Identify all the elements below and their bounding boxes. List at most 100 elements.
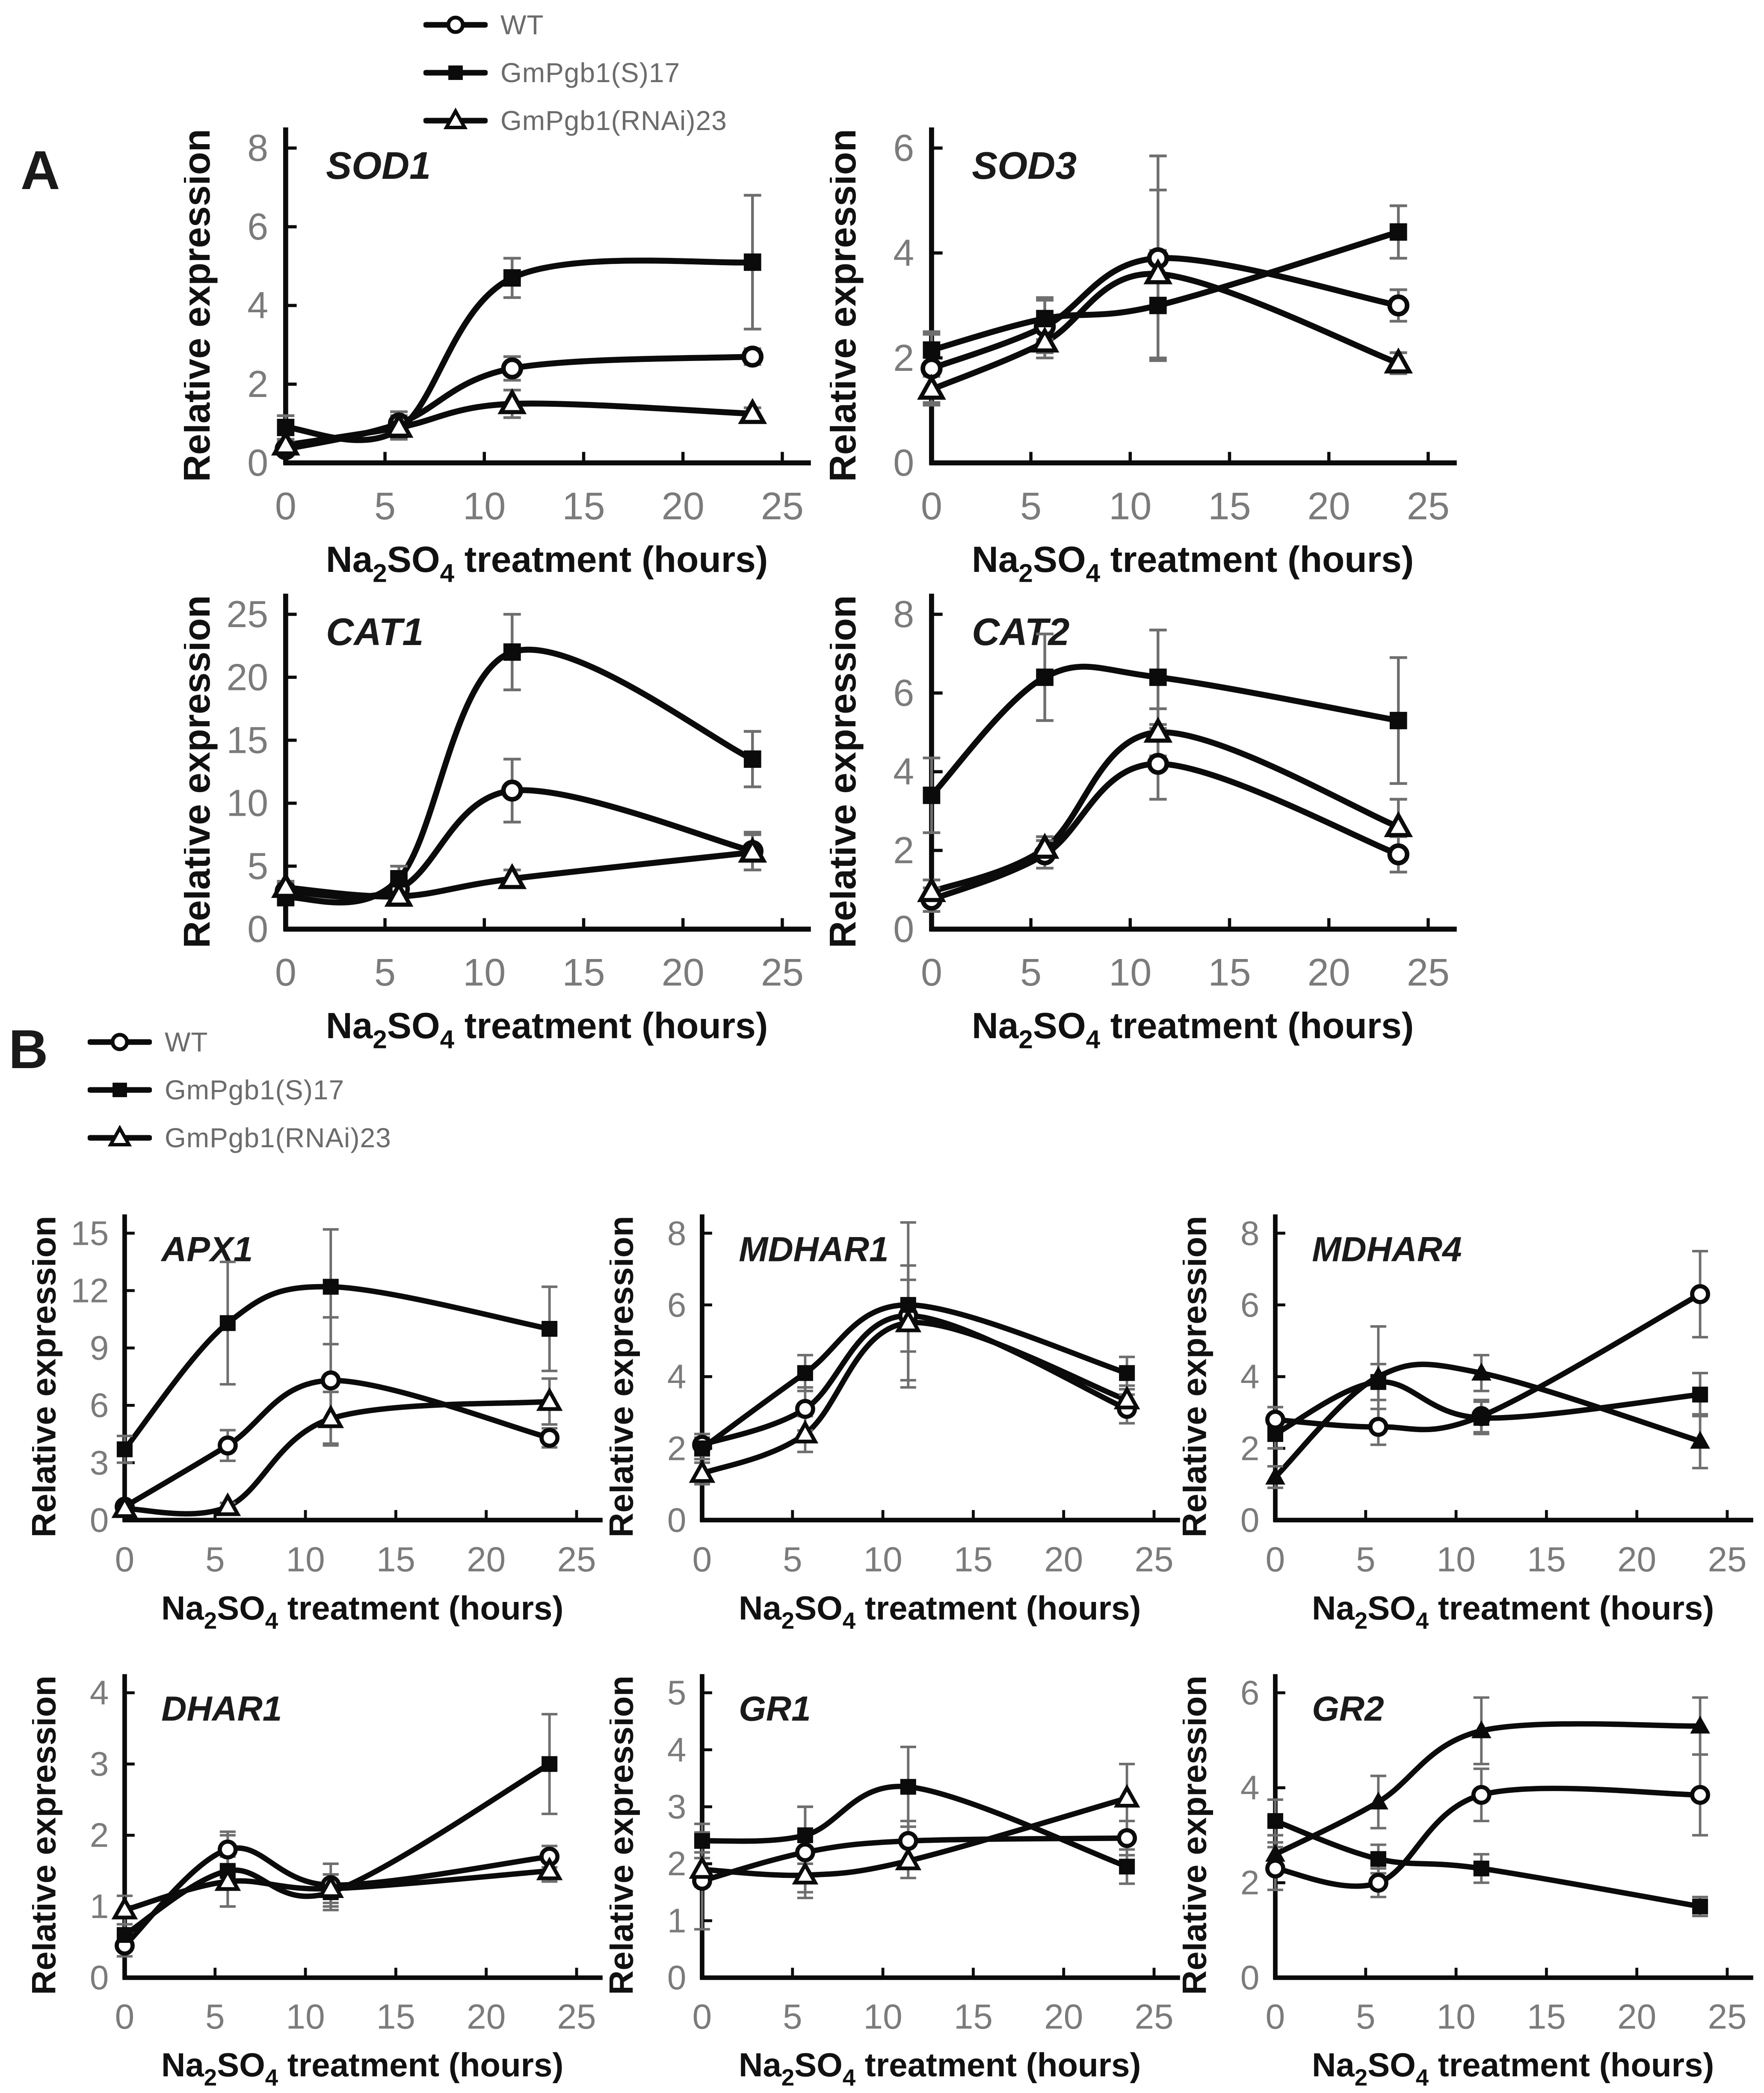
x-axis-label: Na2SO4 treatment (hours) (161, 2047, 563, 2090)
series-line-wt (699, 1835, 1130, 1884)
legend-item-gmpgb1-rnai-23: GmPgb1(RNAi)23 (88, 1122, 391, 1153)
series-line-gmpgb1-rnai-23 (122, 1868, 552, 1913)
circle-open-marker-icon (320, 1370, 341, 1391)
square-filled-legend-icon (423, 65, 488, 80)
square-filled-marker-icon (923, 341, 941, 359)
chart-title: CAT2 (972, 611, 1069, 654)
series-markers-wt (920, 752, 1409, 911)
chart-mdhar1: 0 2 4 6 8 0 5 10 15 20 25 MDHAR1 Relative expression… (610, 1198, 1193, 1636)
triangle-open-marker-icon (689, 1459, 716, 1483)
series-line-gmpgb1-s-17 (1273, 1818, 1703, 1909)
series-markers-gmpgb1-rnai-23 (1265, 1362, 1711, 1485)
legend-item-gmpgb1-rnai-23: GmPgb1(RNAi)23 (423, 105, 727, 136)
y-axis-label: Relative expression (830, 129, 864, 482)
triangle-filled-marker-icon (1690, 1430, 1711, 1449)
series-markers-gmpgb1-rnai-23 (1265, 1715, 1711, 1862)
legend-label: GmPgb1(S)17 (165, 1075, 345, 1105)
series-markers-gmpgb1-rnai-23 (689, 1784, 1140, 1885)
circle-open-marker-icon (1265, 1858, 1285, 1879)
series-line-wt (1273, 1785, 1703, 1889)
y-tick-label: 12 (71, 1271, 109, 1309)
legend-item-wt: WT (423, 9, 727, 40)
square-filled-marker-icon (1036, 668, 1054, 686)
y-tick-label: 4 (893, 750, 914, 793)
series-line-wt (1273, 1291, 1703, 1433)
chart-title: SOD1 (326, 145, 431, 187)
y-tick-label: 3 (90, 1444, 109, 1482)
axes: 0 2 4 6 8 0 5 10 15 20 25 (667, 1214, 1180, 1579)
chart-cat1: 0 5 10 15 20 25 0 5 10 15 20 25 CAT1 Relative express… (184, 575, 826, 1057)
series-line-gmpgb1-rnai-23 (928, 729, 1402, 895)
triangle-open-marker-icon (497, 863, 527, 889)
x-tick-label: 20 (467, 1998, 506, 2037)
chart-title: CAT1 (326, 611, 423, 654)
x-tick-label: 25 (1134, 1540, 1173, 1579)
y-tick-label: 20 (226, 656, 268, 698)
series-markers-gmpgb1-rnai-23 (111, 1387, 563, 1518)
y-tick-label: 2 (667, 1429, 686, 1467)
y-tick-label: 8 (667, 1214, 686, 1252)
square-filled-marker-icon (743, 253, 761, 271)
series-line-gmpgb1-s-17 (282, 258, 756, 443)
x-tick-label: 5 (374, 485, 396, 528)
x-axis-label: Na2SO4 treatment (hours) (326, 1005, 768, 1054)
x-tick-label: 0 (693, 1540, 712, 1579)
series-markers-gmpgb1-rnai-23 (271, 388, 767, 456)
y-tick-label: 6 (893, 127, 914, 169)
series-line-gmpgb1-s-17 (699, 1302, 1130, 1451)
y-tick-label: 0 (893, 441, 914, 484)
x-tick-label: 15 (1527, 1540, 1566, 1579)
y-tick-label: 8 (893, 593, 914, 635)
circle-open-marker-icon (501, 779, 524, 802)
y-axis-label: Relative expression (610, 1216, 640, 1537)
chart-gr1: 0 1 2 3 4 5 0 5 10 15 20 25 GR1 Relative expression Na… (610, 1658, 1193, 2093)
y-tick-label: 0 (667, 1501, 686, 1539)
y-tick-label: 0 (90, 1959, 109, 1997)
panel-a-label: A (21, 140, 60, 201)
y-tick-label: 2 (1240, 1864, 1259, 1902)
square-filled-marker-icon (503, 643, 521, 661)
error-bars-gmpgb1-s-17 (116, 1713, 558, 1947)
y-tick-label: 3 (667, 1788, 686, 1826)
y-tick-label: 6 (893, 672, 914, 714)
x-tick-label: 15 (954, 1998, 993, 2037)
error-bars-gmpgb1-s-17 (923, 204, 1407, 367)
triangle-filled-marker-icon (1368, 1366, 1388, 1384)
x-tick-label: 25 (1134, 1998, 1173, 2037)
axes: 0 3 6 9 12 15 0 5 10 15 20 25 (71, 1214, 603, 1579)
y-tick-label: 5 (247, 845, 268, 887)
x-axis-label: Na2SO4 treatment (hours) (739, 2047, 1141, 2090)
square-filled-marker-icon (542, 1756, 558, 1772)
x-tick-label: 15 (954, 1540, 993, 1579)
x-axis-label: Na2SO4 treatment (hours) (739, 1589, 1141, 1634)
x-tick-label: 0 (275, 951, 296, 994)
error-bars-gmpgb1-rnai-23 (923, 189, 1407, 404)
triangle-open-marker-icon (738, 836, 767, 863)
chart-title: SOD3 (972, 145, 1077, 187)
circle-open-marker-icon (1117, 1828, 1137, 1848)
triangle-filled-marker-icon (1265, 1844, 1285, 1862)
x-tick-label: 5 (205, 1540, 225, 1579)
circle-open-marker-icon (741, 346, 764, 368)
triangle-open-marker-icon (917, 876, 946, 902)
triangle-open-marker-icon (107, 1125, 132, 1147)
circle-open-marker-icon (1690, 1284, 1711, 1304)
series-line-gmpgb1-rnai-23 (928, 271, 1402, 393)
error-bars-wt (116, 1316, 558, 1512)
triangle-open-marker-icon (1143, 716, 1173, 743)
series-line-gmpgb1-rnai-23 (282, 400, 756, 448)
square-filled-marker-icon (1389, 712, 1407, 729)
square-filled-marker-icon (797, 1365, 813, 1381)
series-line-gmpgb1-s-17 (699, 1783, 1130, 1870)
x-tick-label: 20 (1617, 1998, 1656, 2037)
triangle-open-marker-icon (111, 1494, 138, 1518)
series-line-wt (928, 761, 1402, 903)
square-filled-marker-icon (219, 1315, 236, 1331)
y-tick-label: 0 (1240, 1501, 1259, 1539)
x-axis-label: Na2SO4 treatment (hours) (1312, 1589, 1714, 1634)
triangle-open-marker-icon (1384, 347, 1413, 374)
y-tick-label: 8 (1240, 1214, 1259, 1252)
square-filled-marker-icon (1267, 1426, 1283, 1442)
x-axis-label: Na2SO4 treatment (hours) (1312, 2047, 1714, 2090)
circle-open-marker-icon (1265, 1409, 1285, 1430)
